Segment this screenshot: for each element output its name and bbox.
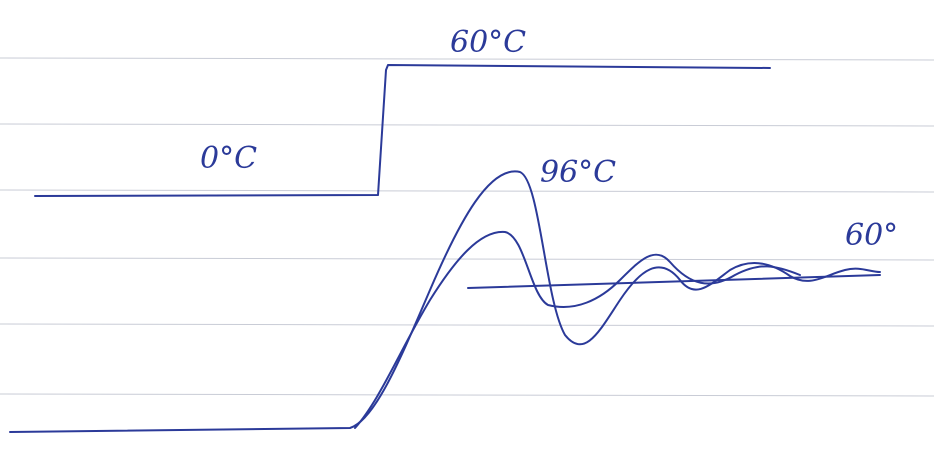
- response-curve-2: [355, 232, 800, 428]
- rule-line: [0, 258, 934, 260]
- step-high-label: 60°C: [450, 25, 526, 60]
- peak-label: 96°C: [540, 155, 616, 190]
- final-label: 60°: [845, 218, 898, 253]
- rule-line: [0, 190, 934, 192]
- response-curve: [10, 171, 880, 432]
- step-input: [35, 65, 770, 196]
- sketch: 60°C 0°C 96°C 60°: [0, 0, 934, 450]
- rule-line: [0, 324, 934, 326]
- step-low-label: 0°C: [200, 141, 257, 176]
- paper-rules: [0, 58, 934, 396]
- rule-line: [0, 394, 934, 396]
- final-value-line: [468, 275, 880, 288]
- rule-line: [0, 124, 934, 126]
